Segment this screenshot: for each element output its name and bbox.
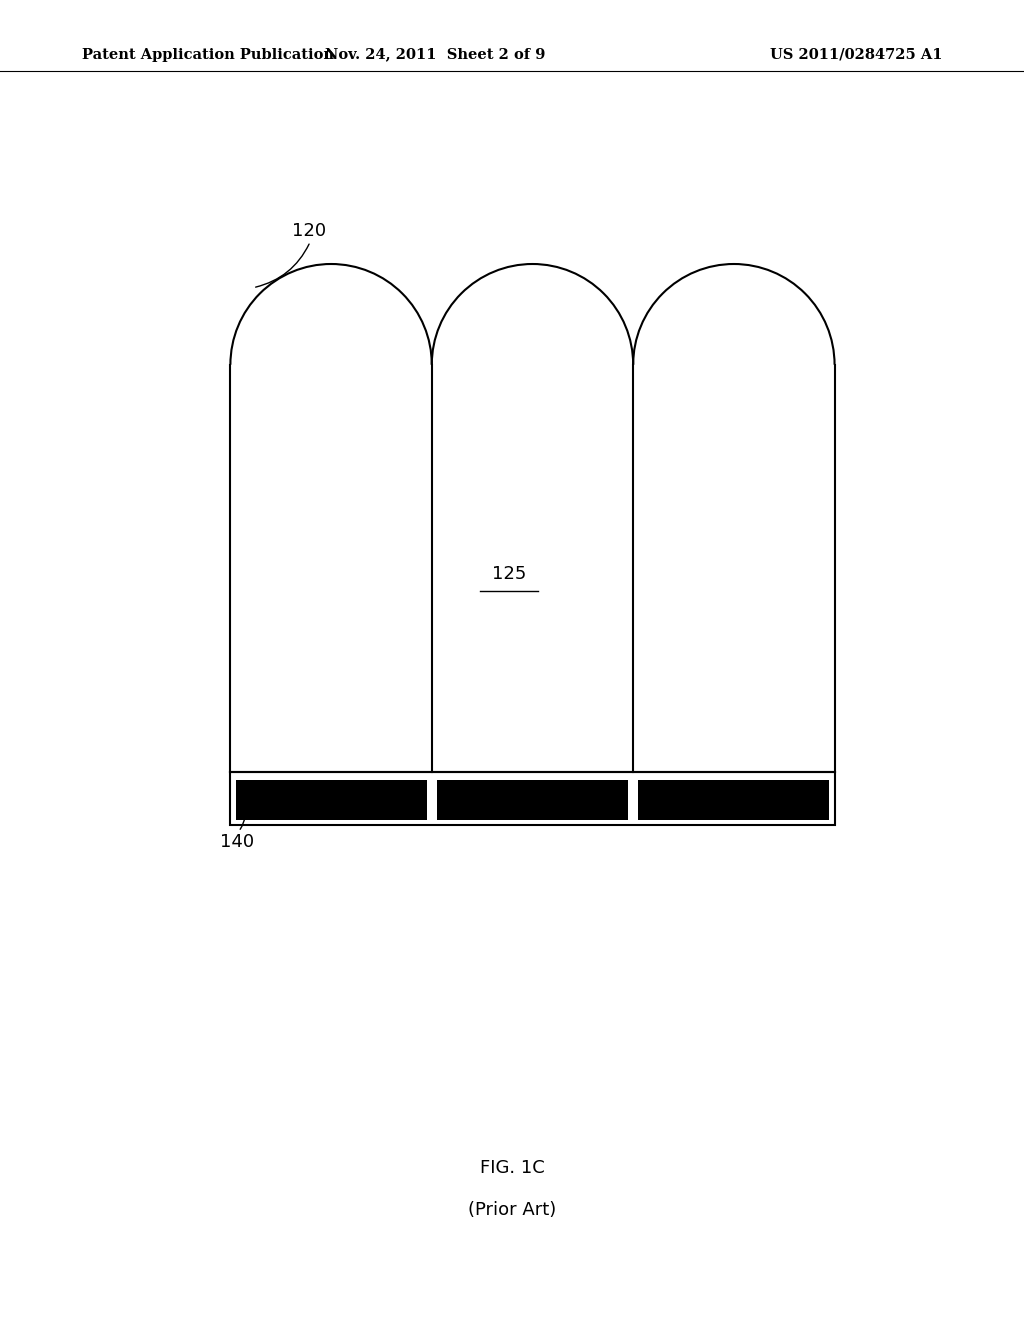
Bar: [230, 772, 835, 825]
Text: 140: 140: [220, 833, 254, 851]
Text: Nov. 24, 2011  Sheet 2 of 9: Nov. 24, 2011 Sheet 2 of 9: [325, 48, 546, 62]
Text: (Prior Art): (Prior Art): [468, 1201, 556, 1220]
Text: 125: 125: [492, 565, 526, 583]
Text: Patent Application Publication: Patent Application Publication: [82, 48, 334, 62]
Bar: [437, 780, 628, 820]
Text: 120: 120: [292, 222, 326, 240]
Bar: [236, 780, 427, 820]
Bar: [638, 780, 829, 820]
Text: FIG. 1C: FIG. 1C: [479, 1159, 545, 1177]
Text: US 2011/0284725 A1: US 2011/0284725 A1: [770, 48, 942, 62]
